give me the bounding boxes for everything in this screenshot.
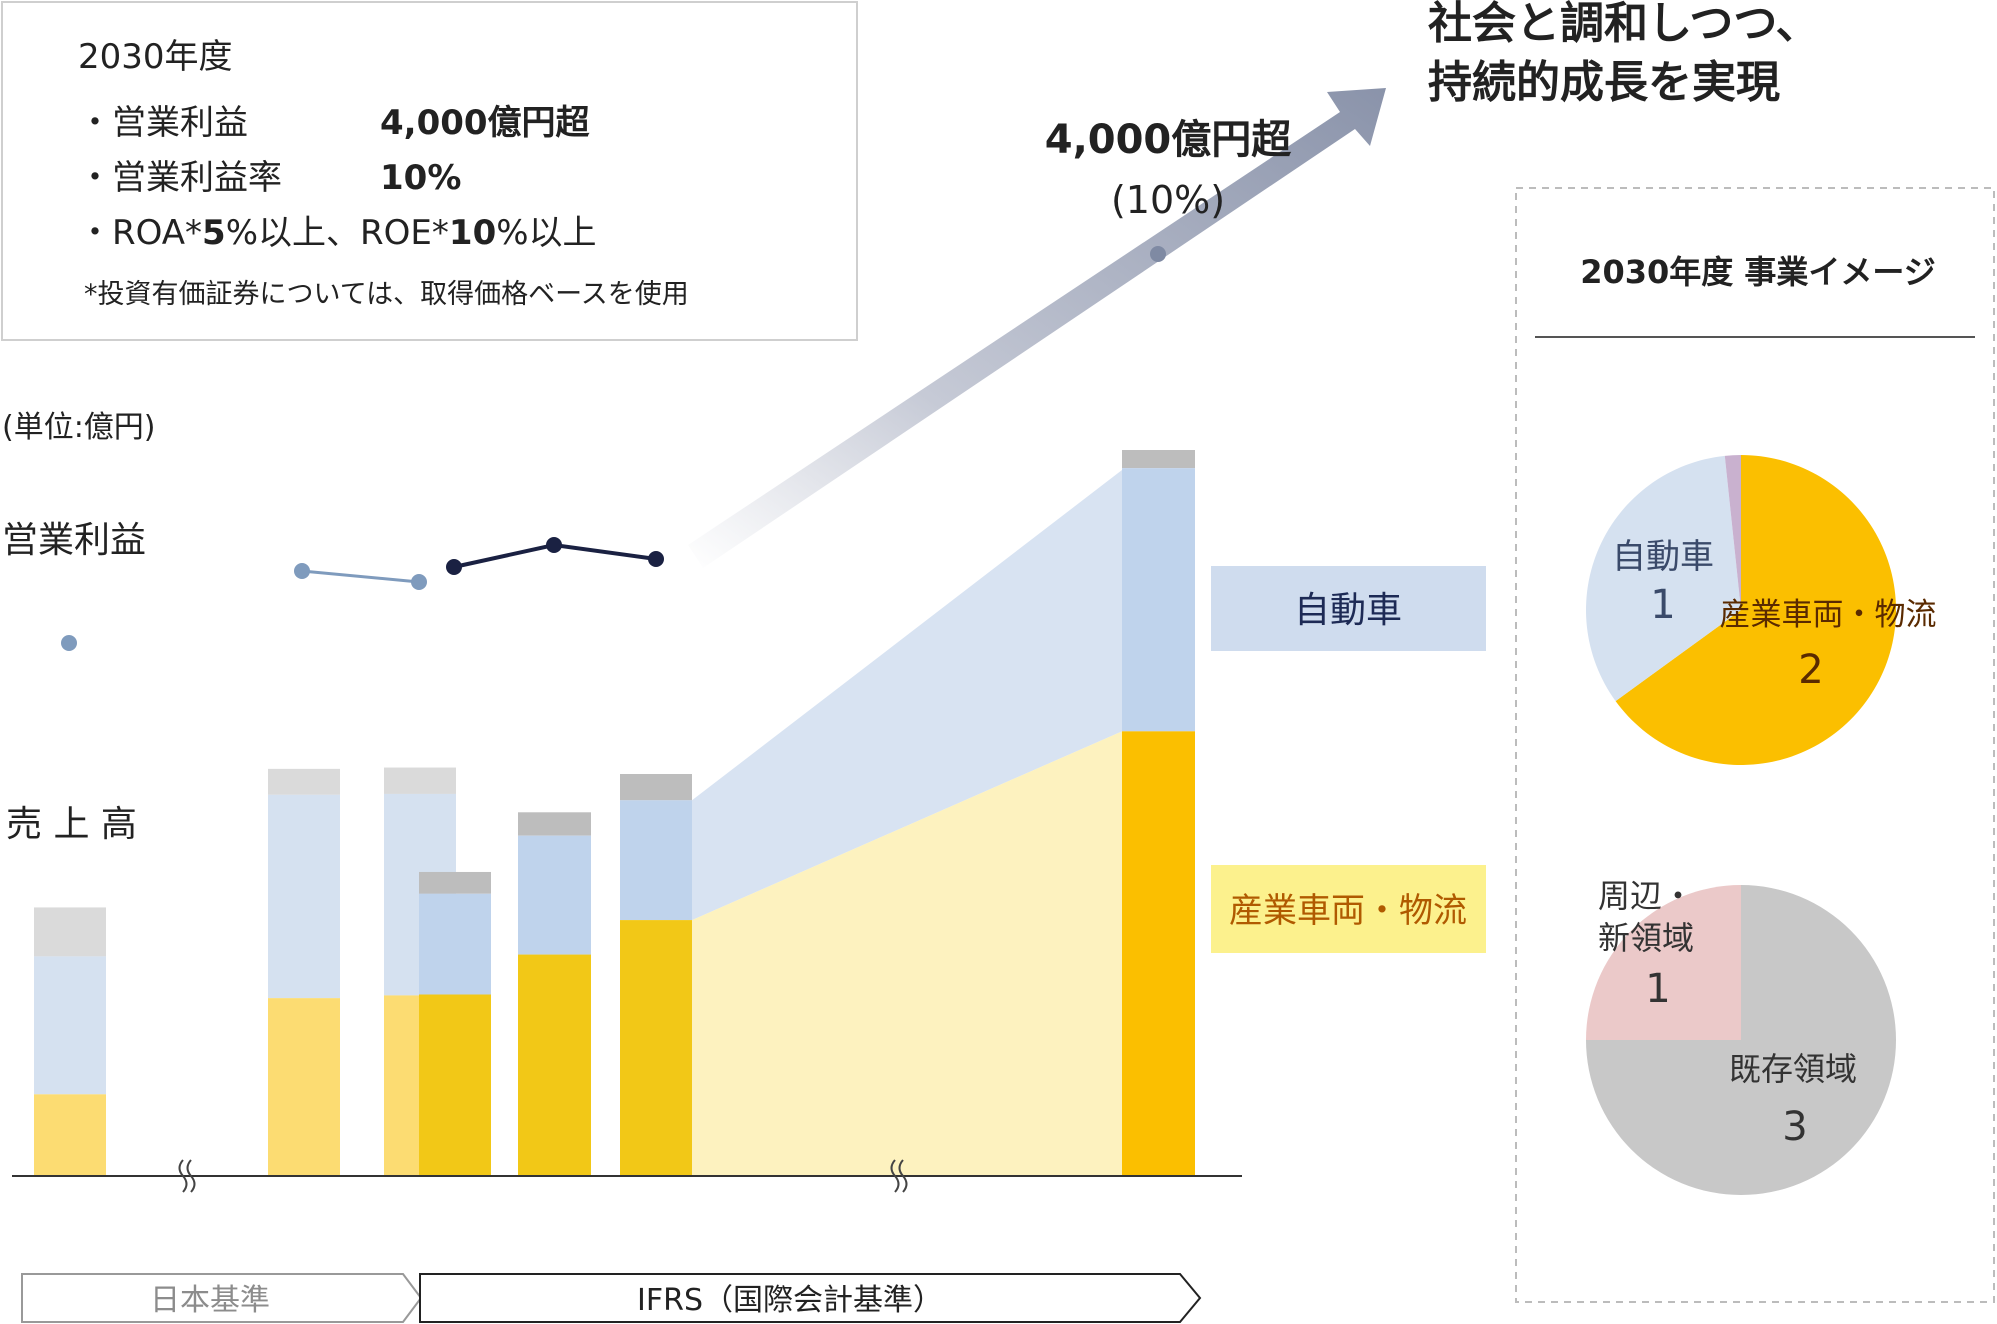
legend-label-industrial: 産業車両・物流 (1229, 891, 1467, 931)
profit-point-2015-jgaap (294, 563, 310, 579)
target-box-title: 2030年度 (78, 37, 233, 77)
bar-industrial-2016 (419, 994, 491, 1176)
pie2-label-new-2: 新領域 (1598, 919, 1694, 957)
bar-auto-2016 (419, 893, 491, 995)
legend-label-auto: 自動車 (1294, 590, 1402, 631)
pie2-label-new-1: 周辺・ (1598, 877, 1694, 915)
bar-other-2016 (419, 871, 491, 894)
bar-industrial-2030 (1122, 731, 1195, 1176)
target-item-value-margin: 10% (380, 158, 461, 198)
target-item-roa-roe: ・ROA*5%以上、ROE*10%以上 (78, 213, 597, 253)
bar-industrial-2010 (34, 1094, 106, 1176)
target-box-border (1, 1, 858, 341)
profit-point-2016-jgaap (411, 574, 427, 590)
arrow-profit-rate: (10%) (1111, 178, 1225, 222)
pie2-value-new: 1 (1645, 966, 1670, 1012)
headline-line-2: 持続的成長を実現 (1428, 57, 1780, 108)
pie1-value-auto: 1 (1650, 582, 1675, 628)
pie-panel-border (1515, 187, 1995, 1303)
standard-label-jp: 日本基準 (150, 1283, 270, 1318)
bar-industrial-2018 (620, 920, 692, 1176)
bar-other-2015 (268, 768, 340, 795)
growth-band-industrial (692, 731, 1122, 1176)
pie1-label-industrial: 産業車両・物流 (1720, 597, 1937, 633)
bar-auto-2010 (34, 956, 106, 1095)
bar-other-2016 (384, 767, 456, 794)
standard-banner-jp (21, 1273, 423, 1323)
growth-band-auto (692, 470, 1122, 921)
pie1-slice-other (1724, 455, 1741, 610)
pie2-slice-existing (1586, 885, 1896, 1195)
profit-point-2010-jgaap (61, 635, 77, 651)
growth-bands (692, 470, 1122, 1176)
bar-auto-2030 (1122, 468, 1195, 732)
bar-industrial-2017 (518, 954, 591, 1176)
standard-label-ifrs: IFRS（国際会計基準） (637, 1283, 943, 1318)
bar-other-2010 (34, 907, 106, 957)
bar-auto-2015 (268, 794, 340, 999)
sales-bars (34, 450, 1195, 1176)
sales-row-label: 売 上 高 (6, 804, 137, 845)
bar-auto-2017 (518, 835, 591, 955)
pie1-slice-industrial (1615, 455, 1896, 766)
axis-break-right (890, 1159, 908, 1193)
pie1-value-industrial: 2 (1798, 647, 1823, 693)
standard-banner-ifrs (419, 1273, 1202, 1323)
bar-industrial-2015 (268, 998, 340, 1176)
pie2-slice-new (1586, 885, 1741, 1040)
growth-arrow (688, 88, 1386, 568)
target-item-label-margin: ・営業利益率 (78, 158, 282, 198)
bar-other-2017 (518, 812, 591, 836)
pie1-label-auto: 自動車 (1612, 537, 1714, 577)
pie-panel: 2030年度 事業イメージ 自動車 1 産業車両・物流 2 周辺・ 新領域 1 … (1515, 187, 1995, 1303)
pie1-slice-auto (1586, 455, 1741, 702)
target-item-value-operating-profit: 4,000億円超 (380, 103, 591, 143)
arrow-profit-dot (1150, 246, 1166, 262)
legend-box-industrial (1211, 865, 1486, 953)
headline-line-1: 社会と調和しつつ、 (1428, 0, 1820, 49)
arrow-profit-value: 4,000億円超 (1045, 117, 1293, 163)
operating-profit-row-label: 営業利益 (2, 520, 146, 561)
target-item-label-operating-profit: ・営業利益 (78, 103, 248, 143)
bar-other-2018 (620, 773, 692, 801)
profit-line-jgaap (301, 569, 420, 584)
profit-point-2018-ifrs (648, 551, 664, 567)
pie2-label-existing: 既存領域 (1729, 1050, 1857, 1088)
bar-other-2030 (1122, 450, 1195, 469)
target-box: 2030年度 ・営業利益 4,000億円超 ・営業利益率 10% ・ROA*5%… (1, 1, 858, 341)
operating-profit-lines (61, 537, 664, 651)
target-box-footnote: *投資有価証券については、取得価格ベースを使用 (84, 279, 689, 310)
legend-box-auto (1211, 566, 1486, 651)
profit-point-2016-ifrs (446, 559, 462, 575)
pie2-value-existing: 3 (1782, 1104, 1807, 1150)
bar-auto-2018 (620, 800, 692, 921)
unit-label: (単位:億円) (2, 410, 156, 445)
axis-break-left (178, 1159, 196, 1193)
pie-panel-title: 2030年度 事業イメージ (1580, 253, 1936, 291)
profit-point-2017-ifrs (546, 537, 562, 553)
